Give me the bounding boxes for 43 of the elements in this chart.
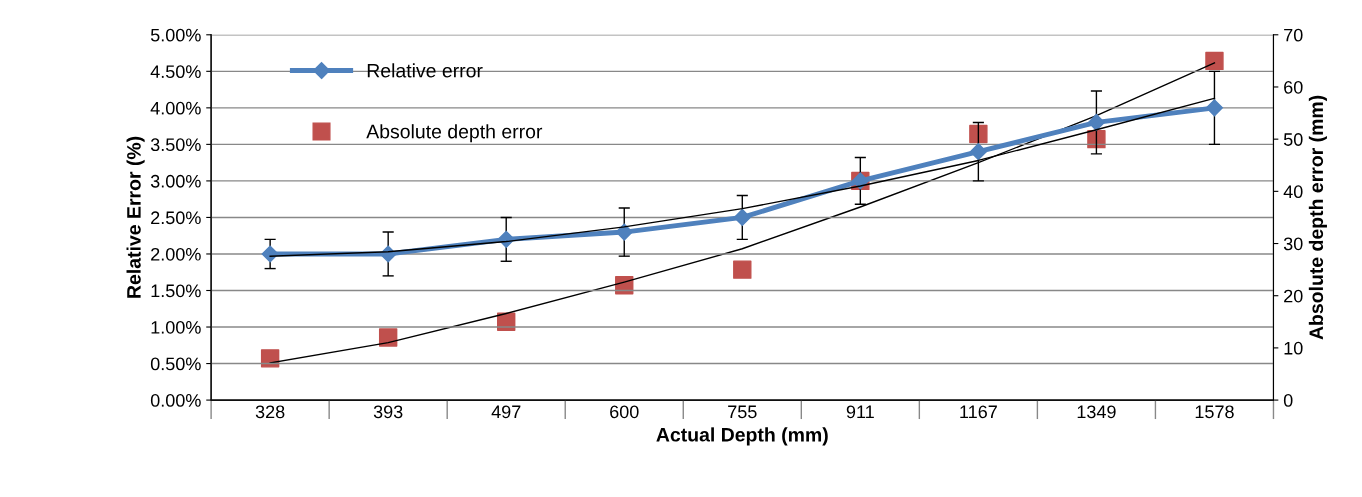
y2-tick-label: 50 bbox=[1283, 133, 1303, 146]
y2-axis-title: Absolute depth error (mm) bbox=[1308, 95, 1327, 340]
point bbox=[969, 143, 987, 161]
x-tick-label: 755 bbox=[728, 405, 757, 419]
x-tick-label: 497 bbox=[491, 405, 521, 419]
x-tick-label: 1167 bbox=[960, 405, 997, 419]
y-tick-label: 3.50% bbox=[150, 138, 201, 152]
y-tick-label: 2.00% bbox=[151, 247, 201, 261]
y2-tick-label: 30 bbox=[1283, 237, 1303, 251]
y-axis-title: Relative Error (%) bbox=[126, 136, 145, 298]
y-tick-label: 0.50% bbox=[150, 357, 201, 371]
y2-tick-label: 0 bbox=[1283, 394, 1293, 407]
x-tick-label: 1578 bbox=[1195, 405, 1234, 419]
y-tick-label: 4.50% bbox=[150, 65, 201, 79]
y2-tick-label: 20 bbox=[1284, 289, 1303, 303]
legend-label: Absolute depth error bbox=[366, 124, 543, 143]
y-tick-label: 3.00% bbox=[150, 174, 201, 188]
x-tick-label: 600 bbox=[610, 405, 639, 419]
x-tick-label: 393 bbox=[373, 405, 403, 419]
x-axis-title: Actual Depth (mm) bbox=[656, 427, 828, 446]
point bbox=[1087, 113, 1105, 132]
y-tick-label: 5.00% bbox=[150, 28, 201, 42]
y-tick-label: 4.00% bbox=[150, 101, 201, 115]
point bbox=[733, 208, 751, 226]
point bbox=[1205, 99, 1224, 117]
y2-tick-label: 40 bbox=[1283, 185, 1303, 199]
point bbox=[1205, 51, 1224, 71]
x-tick-label: 1349 bbox=[1077, 405, 1116, 419]
y2-tick-label: 10 bbox=[1284, 341, 1303, 355]
point bbox=[733, 260, 752, 279]
x-tick-label: 911 bbox=[846, 405, 874, 419]
y-tick-label: 1.00% bbox=[151, 320, 201, 334]
y-tick-label: 2.50% bbox=[151, 211, 201, 225]
y-tick-label: 0.00% bbox=[150, 394, 201, 407]
y2-tick-label: 60 bbox=[1284, 80, 1303, 94]
point bbox=[969, 124, 988, 144]
point bbox=[260, 349, 280, 368]
y-tick-label: 1.50% bbox=[151, 284, 201, 298]
legend-label: Relative error bbox=[367, 63, 483, 78]
point bbox=[615, 223, 633, 241]
x-tick-label: 328 bbox=[255, 405, 285, 419]
point bbox=[378, 328, 398, 347]
y2-tick-label: 70 bbox=[1284, 28, 1303, 42]
